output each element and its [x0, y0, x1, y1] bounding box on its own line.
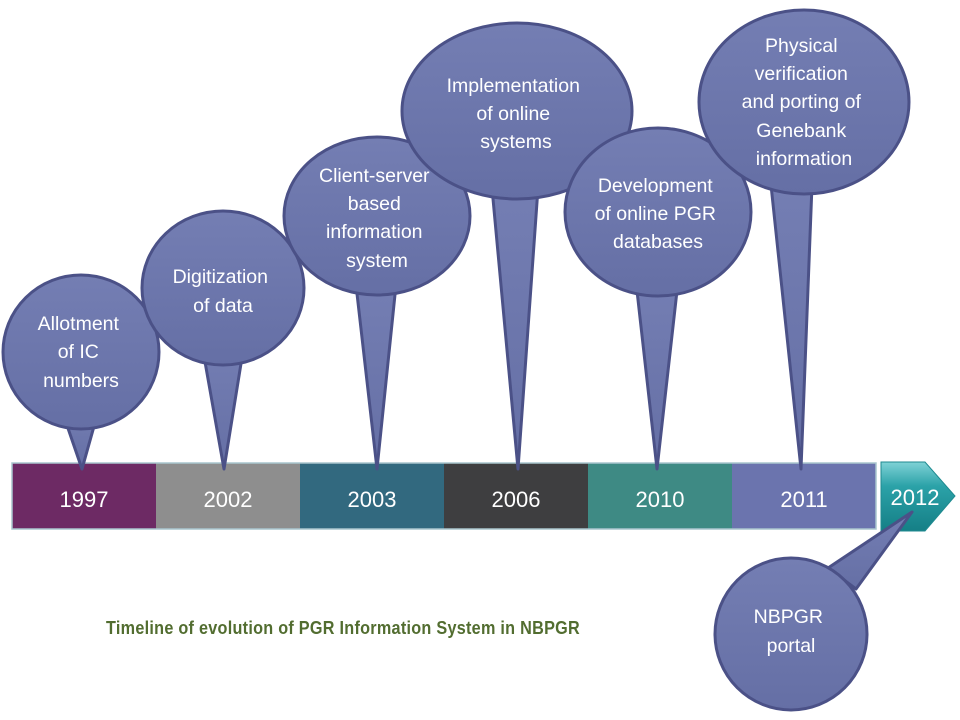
callout-line: of online PGR — [595, 203, 716, 225]
year-label-1997: 1997 — [60, 487, 109, 512]
callout-2003: Client-server based information system — [282, 135, 472, 471]
callout-line: Implementation — [447, 75, 580, 97]
callout-line: of online — [476, 103, 550, 125]
timeline-segment-2003 — [300, 463, 444, 529]
callout-line: of data — [193, 295, 253, 317]
callout-bubble-1997 — [1, 273, 161, 431]
callout-line: information — [756, 148, 852, 170]
callout-label-2006: Implementation of online systems — [447, 75, 586, 153]
callout-2006: Implementation of online systems — [400, 21, 634, 471]
callout-line: verification — [755, 63, 848, 85]
callout-label-2002: Digitization of data — [173, 266, 274, 317]
callout-tail-2006 — [490, 186, 540, 471]
callout-line: information — [326, 221, 422, 243]
callout-line: of IC — [58, 341, 99, 363]
year-label-2006: 2006 — [492, 487, 541, 512]
timeline-segment-2006 — [444, 463, 588, 529]
year-label-2011: 2011 — [780, 487, 827, 512]
callout-label-1997: Allotment of IC numbers — [38, 313, 125, 392]
callout-label-2011: Physical verification and porting of Gen… — [742, 35, 867, 170]
diagram-caption: Timeline of evolution of PGR Information… — [106, 618, 580, 638]
timeline-segment-1997 — [12, 463, 156, 529]
callout-bubble-2003 — [282, 135, 472, 297]
timeline-bar: 1997 2002 2003 2006 2010 2011 2012 — [11, 461, 956, 532]
callout-label-2010: Development of online PGR databases — [595, 175, 722, 253]
callout-line: system — [346, 250, 408, 272]
callout-line: Allotment — [38, 313, 120, 335]
callout-line: Genebank — [756, 120, 846, 142]
callout-bubble-2006 — [400, 21, 634, 201]
year-label-2003: 2003 — [348, 487, 397, 512]
callout-bubble-2012 — [713, 556, 869, 712]
callout-line: Development — [598, 175, 713, 197]
callout-line: NBPGR — [754, 606, 823, 628]
callout-line: Physical — [765, 35, 838, 57]
callout-2002: Digitization of data — [140, 209, 306, 471]
callout-tail-2010 — [634, 280, 680, 471]
callout-bubble-2002 — [140, 209, 306, 367]
callout-1997: Allotment of IC numbers — [1, 273, 161, 471]
callout-line: based — [348, 193, 401, 215]
callout-tail-2003 — [354, 283, 398, 471]
year-label-2002: 2002 — [204, 487, 253, 512]
timeline-segment-2011 — [732, 463, 876, 529]
callout-line: databases — [613, 231, 703, 253]
timeline-bar-outline — [11, 462, 877, 530]
callout-bubble-2011 — [697, 8, 911, 196]
year-label-2012: 2012 — [891, 485, 940, 510]
callout-line: Client-server — [319, 165, 430, 187]
callout-bubble-2010 — [563, 126, 753, 298]
callout-line: numbers — [43, 370, 119, 392]
year-label-2010: 2010 — [636, 487, 685, 512]
callout-line: systems — [480, 131, 552, 153]
callout-2010: Development of online PGR databases — [563, 126, 753, 471]
callout-label-2003: Client-server based information system — [319, 165, 435, 272]
callout-line: and porting of — [742, 91, 862, 113]
callout-tail-2011 — [769, 183, 814, 471]
callout-label-2012: NBPGR portal — [754, 606, 829, 657]
callout-2011: Physical verification and porting of Gen… — [697, 8, 911, 471]
callout-2012: NBPGR portal — [713, 510, 914, 712]
callout-line: portal — [767, 635, 816, 657]
timeline-segment-2010 — [588, 463, 732, 529]
callout-line: Digitization — [173, 266, 268, 288]
timeline-segment-2002 — [156, 463, 300, 529]
timeline-arrow-2012 — [880, 461, 956, 532]
